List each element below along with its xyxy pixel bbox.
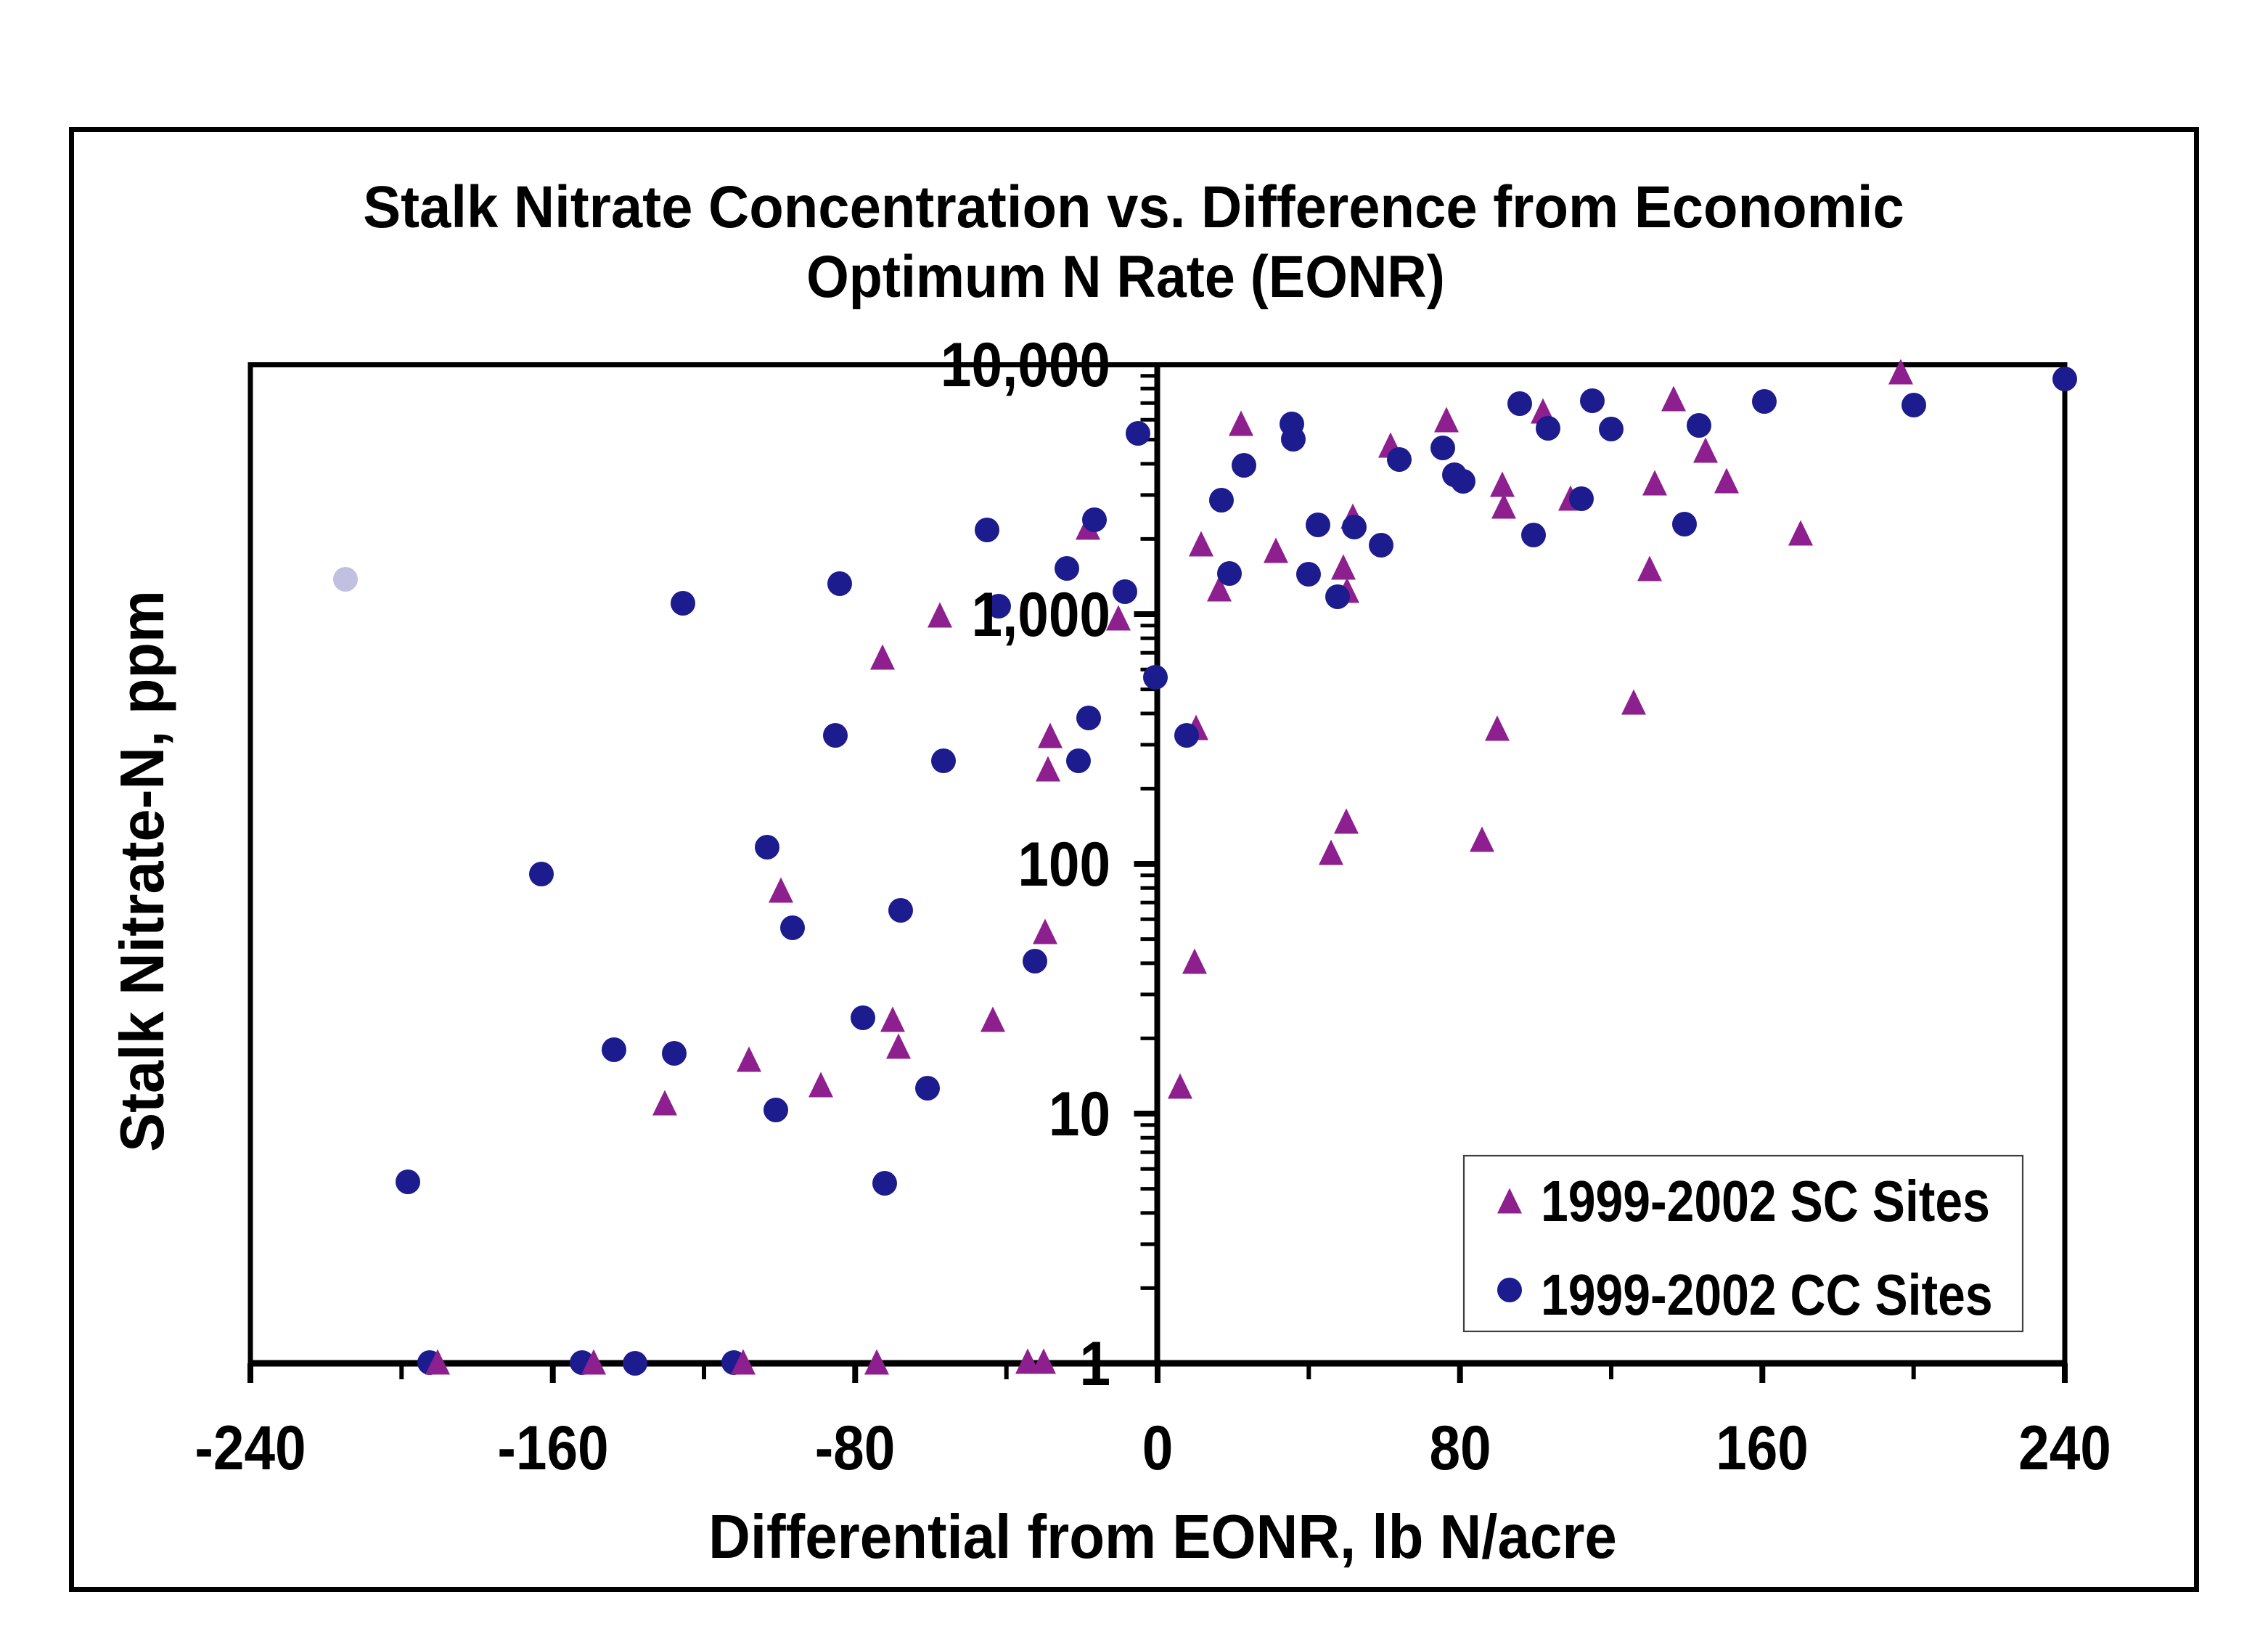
svg-text:Differential from EONR, lb N/a: Differential from EONR, lb N/acre <box>708 1503 1617 1572</box>
svg-text:100: 100 <box>1018 830 1110 899</box>
svg-text:1999-2002 CC Sites: 1999-2002 CC Sites <box>1541 1262 1993 1327</box>
svg-text:160: 160 <box>1716 1413 1809 1483</box>
svg-text:80: 80 <box>1429 1413 1491 1483</box>
svg-text:240: 240 <box>2018 1413 2111 1483</box>
svg-text:Stalk Nitrate Concentration vs: Stalk Nitrate Concentration vs. Differen… <box>363 174 1904 240</box>
svg-text:1,000: 1,000 <box>971 580 1110 650</box>
svg-text:Stalk Nitrate-N, ppm: Stalk Nitrate-N, ppm <box>107 590 176 1152</box>
svg-text:-240: -240 <box>195 1413 306 1483</box>
svg-text:-160: -160 <box>497 1413 608 1483</box>
svg-text:10: 10 <box>1049 1079 1110 1149</box>
svg-text:10,000: 10,000 <box>941 330 1110 400</box>
svg-text:1: 1 <box>1079 1329 1110 1399</box>
svg-text:1999-2002 SC Sites: 1999-2002 SC Sites <box>1541 1169 1990 1233</box>
svg-text:-80: -80 <box>815 1413 896 1483</box>
svg-text:0: 0 <box>1142 1413 1174 1483</box>
svg-text:Optimum N Rate (EONR): Optimum N Rate (EONR) <box>806 243 1445 310</box>
